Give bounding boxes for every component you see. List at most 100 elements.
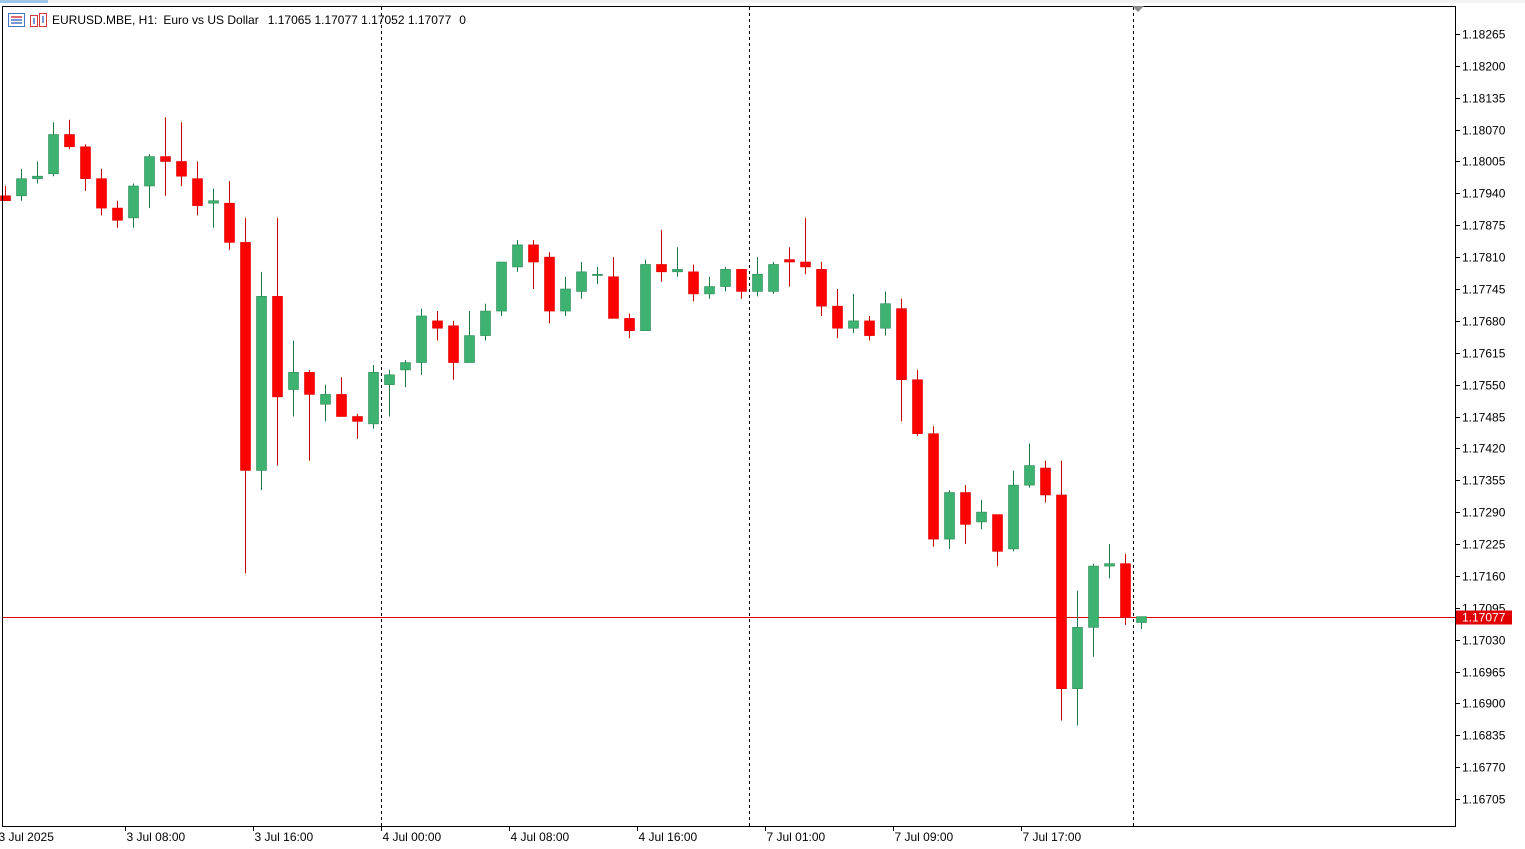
candle <box>1136 616 1147 629</box>
candle-body <box>352 416 363 422</box>
time-label: 3 Jul 16:00 <box>255 830 314 844</box>
candle-body <box>1024 465 1035 486</box>
candle <box>256 271 267 491</box>
time-label: 7 Jul 17:00 <box>1023 830 1082 844</box>
candle-body <box>592 273 603 276</box>
candle-body <box>1104 563 1115 567</box>
candle-body <box>320 394 331 405</box>
price-label: 1.17745 <box>1462 283 1506 297</box>
candle <box>288 340 299 417</box>
price-label: 1.17810 <box>1462 251 1506 265</box>
candle <box>384 369 395 417</box>
price-tag-box <box>1456 610 1512 625</box>
candle <box>368 365 379 429</box>
candle <box>688 264 699 302</box>
price-label: 1.17875 <box>1462 219 1506 233</box>
candle <box>864 315 875 341</box>
candle-body <box>496 261 507 312</box>
candle <box>144 154 155 209</box>
price-axis[interactable]: 1.18265 1.18200 1.18135 1.18070 1.18005 1.179… <box>1455 28 1506 807</box>
price-label: 1.18135 <box>1462 92 1506 106</box>
candle-body <box>384 374 395 385</box>
price-label: 1.17355 <box>1462 474 1506 488</box>
candle-body <box>224 202 235 243</box>
candle <box>128 183 139 228</box>
candle-body <box>1120 563 1131 618</box>
candle <box>976 499 987 530</box>
candle-body <box>1056 494 1067 689</box>
candle <box>704 276 715 299</box>
candle-body <box>208 200 219 204</box>
shift-marker-icon[interactable] <box>1132 6 1144 12</box>
candle-body <box>912 379 923 434</box>
candle-body <box>544 256 555 312</box>
candle-body <box>336 394 347 417</box>
time-label: 4 Jul 00:00 <box>383 830 442 844</box>
symbol-label: EURUSD.MBE, H1: <box>52 13 158 27</box>
candle <box>160 117 171 196</box>
candle-body <box>1008 484 1019 550</box>
candle <box>112 200 123 228</box>
candle-body <box>416 315 427 363</box>
plot-border <box>2 6 1456 827</box>
candle <box>720 266 731 292</box>
price-label: 1.17030 <box>1462 634 1506 648</box>
window-top-strip <box>0 0 1525 3</box>
candle <box>544 252 555 324</box>
candle <box>896 298 907 422</box>
candle-body <box>368 372 379 425</box>
candle <box>176 122 187 187</box>
indicator-list-icon[interactable] <box>30 13 47 27</box>
candle <box>528 239 539 289</box>
candle-body <box>768 264 779 292</box>
price-label: 1.18070 <box>1462 124 1506 138</box>
window-tab[interactable] <box>0 0 48 3</box>
candle-body <box>16 178 27 197</box>
candle-body <box>608 276 619 319</box>
time-axis[interactable]: 3 Jul 2025 3 Jul 08:00 3 Jul 16:00 4 Jul 00… <box>0 826 1082 844</box>
candle <box>992 514 1003 567</box>
candle-body <box>688 271 699 295</box>
candle <box>496 261 507 316</box>
price-label: 1.16705 <box>1462 793 1506 807</box>
candle <box>64 119 75 150</box>
candle <box>592 266 603 285</box>
candle-body <box>880 303 891 329</box>
candle <box>352 414 363 439</box>
candle <box>784 247 795 287</box>
candle <box>736 269 747 299</box>
chart-settings-icon[interactable] <box>8 13 25 27</box>
candle <box>560 276 571 316</box>
price-label: 1.17485 <box>1462 411 1506 425</box>
candles <box>0 117 1147 726</box>
price-label: 1.17615 <box>1462 347 1506 361</box>
candle-body <box>176 161 187 177</box>
candle-body <box>576 271 587 292</box>
price-label: 1.17290 <box>1462 506 1506 520</box>
candle <box>32 161 43 184</box>
candle-body <box>896 308 907 381</box>
candle-body <box>1072 627 1083 689</box>
candle-body <box>1088 565 1099 628</box>
price-label: 1.17680 <box>1462 315 1506 329</box>
day-separators <box>381 7 1134 826</box>
candle <box>224 181 235 250</box>
candle-body <box>256 296 267 471</box>
candle <box>880 291 891 336</box>
price-label: 1.18005 <box>1462 155 1506 169</box>
time-label: 3 Jul 08:00 <box>127 830 186 844</box>
candle-body <box>288 372 299 390</box>
time-label: 4 Jul 08:00 <box>511 830 570 844</box>
candle-body <box>640 264 651 331</box>
candle-body <box>864 320 875 336</box>
candle <box>800 217 811 275</box>
candle-body <box>560 288 571 312</box>
candle-body <box>464 335 475 363</box>
candle <box>624 313 635 339</box>
candle-body <box>1136 616 1147 623</box>
candle-body <box>160 156 171 162</box>
time-label: 3 Jul 2025 <box>0 830 54 844</box>
candle-body <box>832 305 843 329</box>
